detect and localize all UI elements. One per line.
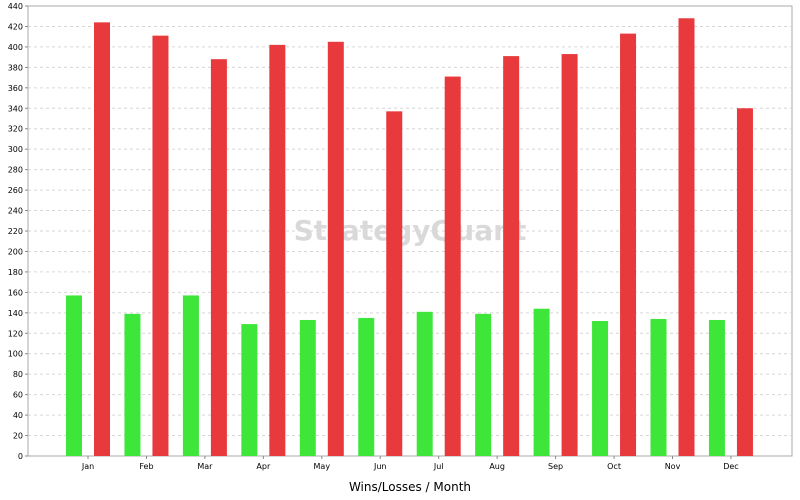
bar-apr-green <box>241 324 258 456</box>
x-axis-label: Wins/Losses / Month <box>349 480 471 494</box>
y-tick-label: 360 <box>8 84 23 93</box>
y-tick-label: 160 <box>8 288 23 297</box>
bar-may-green <box>299 319 316 456</box>
y-tick-label: 400 <box>8 43 23 52</box>
y-tick-label: 280 <box>8 166 23 175</box>
y-tick-label: 20 <box>13 432 23 441</box>
bar-aug-red <box>503 56 520 456</box>
y-tick-label: 0 <box>18 452 23 461</box>
y-tick-label: 220 <box>8 227 23 236</box>
bars <box>66 18 753 457</box>
x-tick-label: Jul <box>433 462 444 471</box>
y-tick-label: 40 <box>13 411 23 420</box>
x-tick-label: Apr <box>256 462 271 471</box>
x-tick-label: Feb <box>139 462 153 471</box>
y-tick-label: 320 <box>8 125 23 134</box>
x-tick-label: May <box>314 462 331 471</box>
bar-sep-red <box>561 54 578 457</box>
bar-jul-red <box>444 76 461 457</box>
y-tick-label: 260 <box>8 186 23 195</box>
x-tick-label: Sep <box>548 462 563 471</box>
bar-dec-red <box>736 108 753 456</box>
y-axis: 0 20 40 60 80 100 120 140 160 180 200 220 240 260 280 3… <box>8 2 28 461</box>
y-tick-label: 140 <box>8 309 23 318</box>
x-tick-label: Jun <box>373 462 387 471</box>
y-tick-label: 440 <box>8 2 23 11</box>
y-tick-label: 240 <box>8 207 23 216</box>
x-axis: Jan Feb Mar Apr May Jun Jul Aug Sep Oct Nov Dec <box>81 456 739 471</box>
y-tick-label: 60 <box>13 391 23 400</box>
y-tick-label: 100 <box>8 350 23 359</box>
x-tick-label: Oct <box>607 462 621 471</box>
bar-oct-red <box>620 33 637 456</box>
y-tick-label: 80 <box>13 370 23 379</box>
bar-sep-green <box>533 308 550 456</box>
x-tick-label: Mar <box>197 462 213 471</box>
y-tick-label: 340 <box>8 104 23 113</box>
x-tick-label: Jan <box>81 462 94 471</box>
x-tick-label: Nov <box>665 462 681 471</box>
bar-aug-green <box>475 313 492 456</box>
bar-may-red <box>327 41 344 456</box>
bar-jun-green <box>358 317 375 456</box>
y-tick-label: 200 <box>8 247 23 256</box>
bar-nov-red <box>678 18 695 456</box>
x-tick-label: Aug <box>489 462 505 471</box>
bar-mar-red <box>210 59 227 456</box>
bar-feb-green <box>124 313 141 456</box>
y-tick-label: 380 <box>8 63 23 72</box>
bar-apr-red <box>269 44 286 456</box>
y-tick-label: 120 <box>8 329 23 338</box>
x-tick-label: Dec <box>723 462 738 471</box>
y-tick-label: 180 <box>8 268 23 277</box>
bar-dec-green <box>708 319 725 456</box>
bar-jul-green <box>416 311 433 456</box>
bar-feb-red <box>152 35 169 457</box>
bar-mar-green <box>182 295 199 456</box>
y-tick-label: 300 <box>8 145 23 154</box>
bar-nov-green <box>650 318 667 456</box>
bar-jun-red <box>386 111 403 456</box>
bar-jan-red <box>94 22 110 456</box>
bar-jan-green <box>66 295 82 456</box>
bar-oct-green <box>592 321 609 456</box>
y-tick-label: 420 <box>8 22 23 31</box>
